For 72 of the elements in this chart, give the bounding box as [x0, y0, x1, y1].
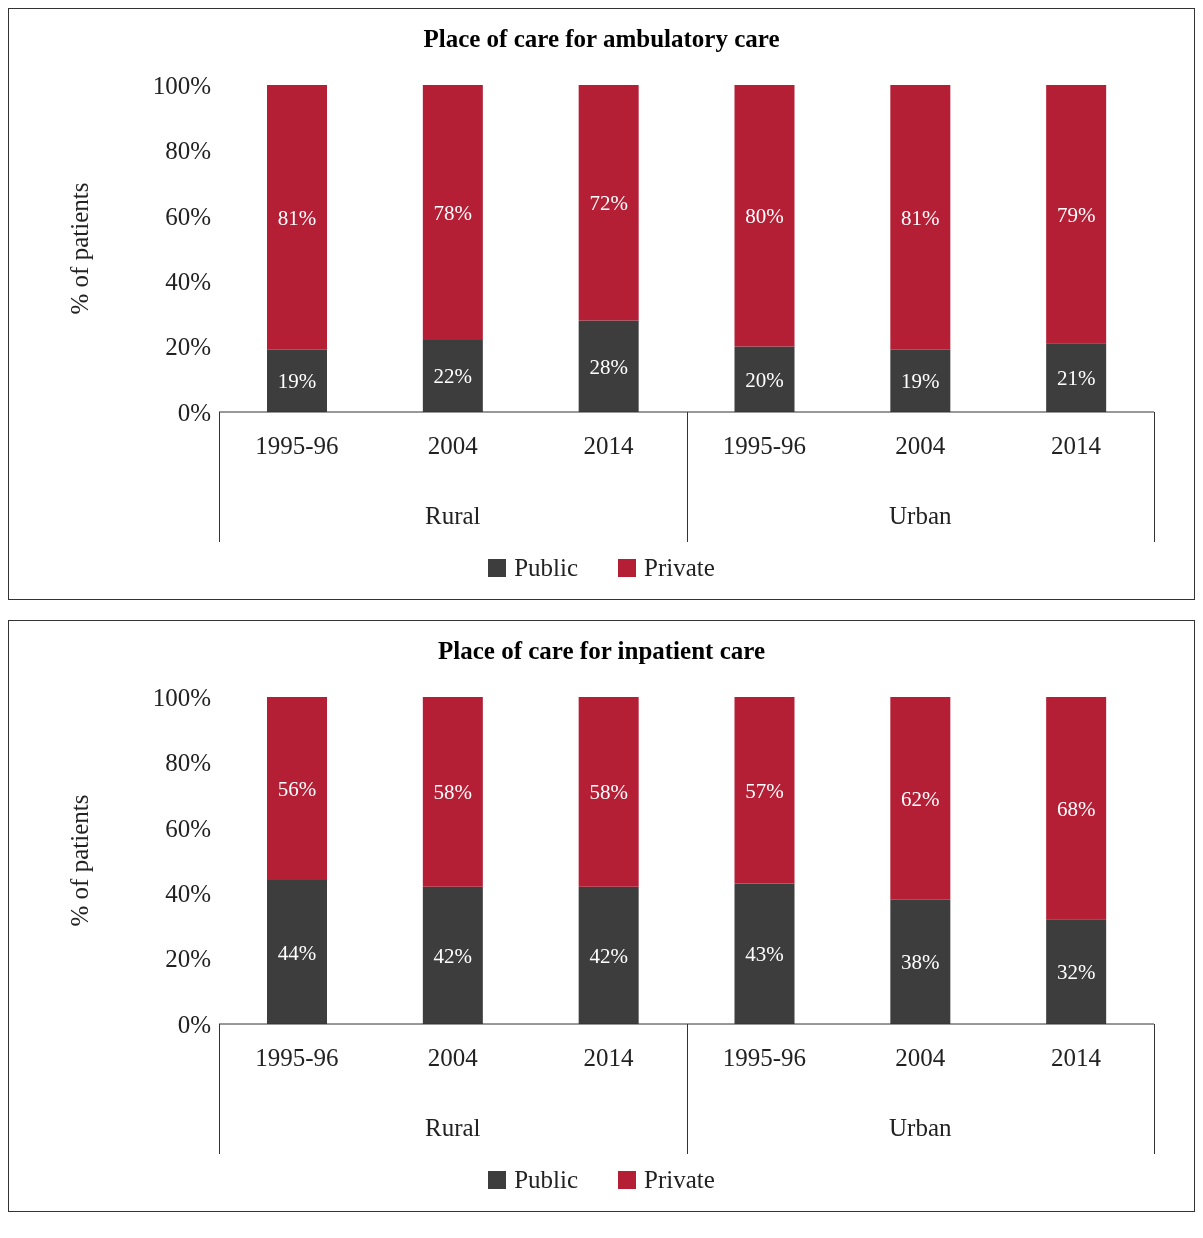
- data-label: 56%: [277, 777, 317, 802]
- data-label: 80%: [745, 204, 784, 229]
- x-tick-label: 2014: [1051, 431, 1102, 459]
- data-label: 38%: [901, 950, 940, 975]
- data-label: 22%: [433, 364, 473, 389]
- chart-title: Place of care for inpatient care: [437, 637, 766, 665]
- data-label: 68%: [1056, 796, 1096, 821]
- y-tick-label: 60%: [165, 202, 211, 230]
- x-tick-label: 2004: [895, 1043, 946, 1071]
- y-tick-label: 80%: [165, 137, 211, 165]
- data-label: 19%: [901, 369, 940, 394]
- data-label: 21%: [1056, 366, 1096, 391]
- data-label: 28%: [589, 354, 628, 379]
- x-tick-label: 1995-96: [255, 431, 339, 459]
- legend-label: Private: [644, 1166, 715, 1194]
- x-tick-label: 2004: [895, 431, 946, 459]
- legend-label: Private: [644, 554, 715, 582]
- data-label: 43%: [745, 942, 784, 967]
- bar: [422, 85, 483, 341]
- data-label: 62%: [901, 786, 940, 811]
- bar: [578, 85, 639, 321]
- text: Rural: [423, 1114, 482, 1142]
- x-tick-label: 2004: [427, 1043, 479, 1071]
- data-label: 72%: [589, 191, 628, 216]
- chart-title: Place of care for ambulatory care: [422, 25, 781, 53]
- data-label: 81%: [277, 205, 317, 230]
- data-label: 42%: [433, 943, 473, 968]
- y-tick-label: 100%: [152, 71, 211, 99]
- y-tick-label: 0%: [177, 1010, 211, 1038]
- text: Rural: [423, 502, 482, 530]
- y-tick-label: 100%: [152, 683, 211, 711]
- data-label: 20%: [745, 367, 784, 392]
- data-label: 44%: [277, 940, 317, 965]
- data-label: 79%: [1056, 202, 1096, 227]
- bar: [267, 697, 327, 881]
- x-tick-label: 2014: [1051, 1043, 1102, 1071]
- y-tick-label: 80%: [165, 749, 211, 777]
- data-label: 81%: [901, 205, 940, 230]
- bar: [734, 85, 795, 347]
- data-label: 58%: [433, 780, 473, 805]
- data-label: 32%: [1056, 960, 1096, 985]
- x-tick-label: 1995-96: [255, 1043, 339, 1071]
- data-label: 78%: [433, 200, 473, 225]
- bar: [890, 85, 951, 350]
- y-tick-label: 20%: [165, 333, 211, 361]
- x-tick-label: 1995-96: [722, 1043, 807, 1071]
- y-tick-label: 40%: [165, 880, 211, 908]
- y-axis-title: % of patients: [65, 794, 93, 927]
- y-axis-title: % of patients: [65, 182, 93, 315]
- data-label: 42%: [589, 943, 628, 968]
- y-tick-label: 20%: [165, 945, 211, 973]
- bar: [890, 697, 951, 900]
- y-tick-label: 60%: [165, 814, 211, 842]
- text: Urban: [888, 502, 953, 530]
- x-tick-label: 1995-96: [722, 431, 807, 459]
- y-tick-label: 40%: [165, 268, 211, 296]
- x-tick-label: 2014: [583, 431, 635, 459]
- bar: [267, 85, 327, 350]
- legend-label: Public: [514, 1166, 579, 1194]
- y-tick-label: 0%: [177, 398, 211, 426]
- data-label: 19%: [277, 369, 317, 394]
- bar: [422, 697, 483, 887]
- bar: [578, 697, 639, 887]
- x-tick-label: 2004: [427, 431, 479, 459]
- legend-label: Public: [514, 554, 579, 582]
- text: Urban: [888, 1114, 953, 1142]
- bar: [1046, 697, 1107, 920]
- bar: [734, 697, 795, 884]
- data-label: 58%: [589, 780, 628, 805]
- data-label: 57%: [745, 778, 784, 803]
- bar: [1046, 85, 1107, 344]
- x-tick-label: 2014: [583, 1043, 635, 1071]
